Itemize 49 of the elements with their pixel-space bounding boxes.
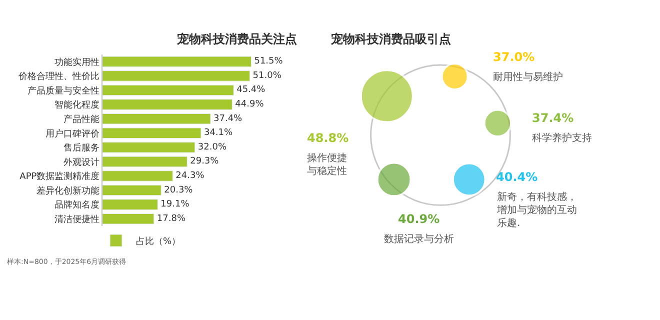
category-label: 耐用性与易维护 [493, 71, 563, 83]
y-tick-label: 功能实用性 [54, 56, 100, 68]
data-label: 40.9% [398, 212, 440, 226]
bar [102, 184, 162, 196]
data-label: 17.8% [156, 214, 186, 224]
legend-label: 占比（%） [136, 236, 181, 248]
category-label: 操作便捷与稳定性 [307, 152, 347, 177]
text: 宠物科技消费品吸引点 [330, 32, 451, 46]
data-label: 37.4% [214, 114, 243, 124]
bar [102, 170, 173, 182]
bar [102, 142, 196, 153]
y-tick-label: 用户口碑评价 [46, 128, 100, 140]
bar [102, 156, 188, 168]
data-label: 51.5% [254, 56, 284, 67]
data-label: 19.1% [160, 200, 190, 210]
data-label: 34.1% [204, 128, 234, 138]
category-label: 新奇，有科技感，增加与宠物的互动乐趣. [496, 191, 577, 229]
bar [102, 99, 232, 110]
y-tick-label: APP数据监测精准度 [20, 171, 100, 182]
data-label: 24.3% [176, 170, 205, 181]
chart-title: 宠物科技消费品关注点 [176, 32, 297, 46]
data-label: 29.3% [190, 156, 220, 167]
y-tick-label: 售后服务 [64, 142, 100, 154]
data-label: 45.4% [236, 85, 266, 96]
y-tick-label: 外观设计 [64, 156, 100, 168]
bar [102, 113, 211, 124]
data-label: 37.0% [493, 50, 535, 64]
data-label: 40.4% [496, 170, 538, 184]
category-label: 科学养护支持 [532, 132, 592, 144]
y-tick-label: 品牌知名度 [54, 200, 100, 211]
data-label: 37.4% [532, 111, 574, 125]
y-tick-label: 智能化程度 [54, 100, 100, 111]
data-label: 44.9% [235, 100, 264, 110]
data-label: 51.0% [252, 70, 282, 81]
y-tick-label: 价格合理性、性价比 [18, 71, 100, 82]
bar [102, 199, 158, 210]
bar [102, 56, 252, 68]
bar [102, 128, 202, 138]
bar [102, 213, 154, 224]
data-label: 20.3% [164, 185, 194, 196]
category-label: 数据记录与分析 [384, 233, 454, 245]
y-tick-label: 清洁便捷性 [54, 214, 100, 225]
data-label: 48.8% [307, 131, 349, 145]
bar [102, 70, 250, 82]
bar [102, 84, 234, 96]
y-tick-label: 产品性能 [64, 114, 100, 125]
data-label: 32.0% [198, 142, 227, 152]
y-tick-label: 差异化创新功能 [36, 185, 100, 196]
y-tick-label: 产品质量与安全性 [28, 85, 100, 96]
